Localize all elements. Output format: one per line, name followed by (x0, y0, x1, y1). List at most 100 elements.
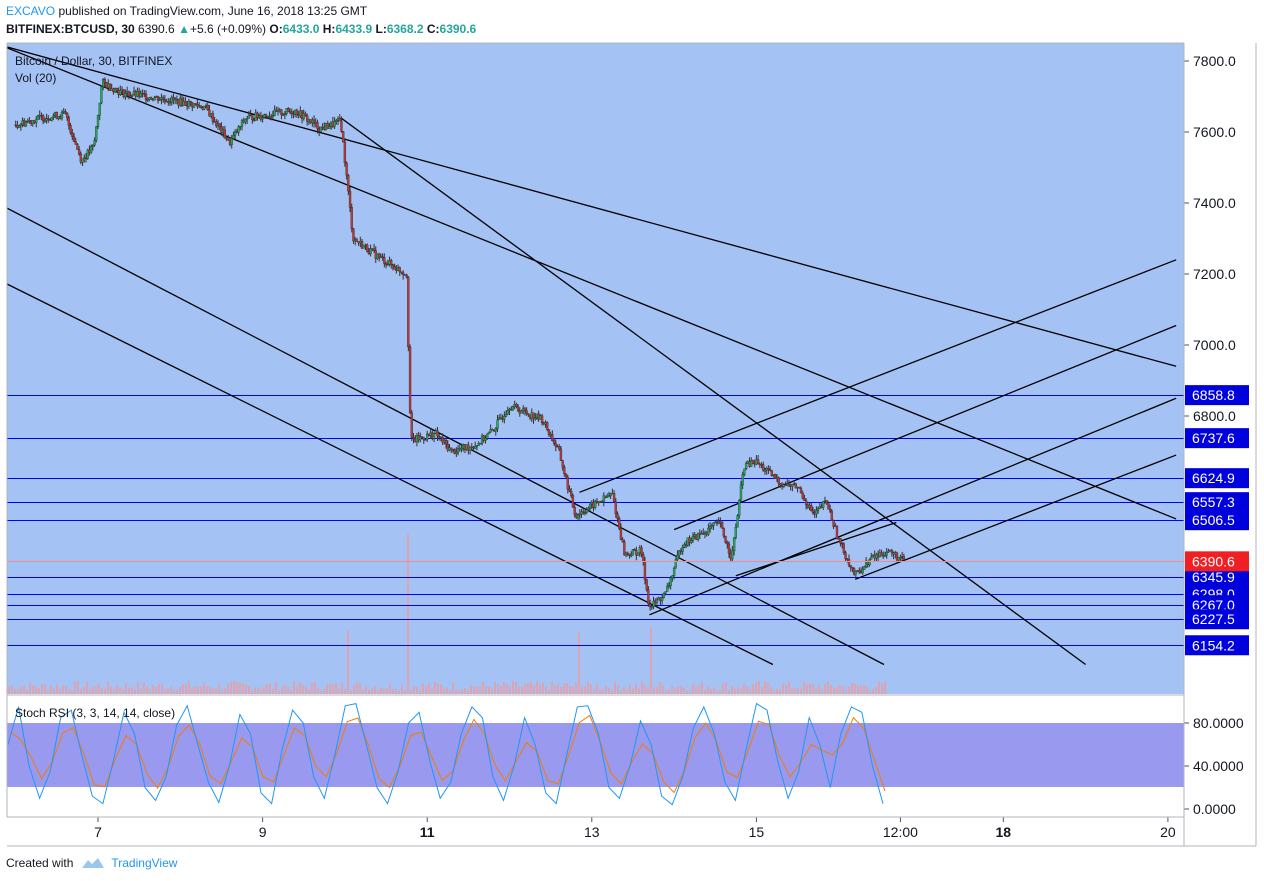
volume-bar (32, 685, 34, 694)
volume-bar (209, 686, 211, 694)
candle-body (424, 439, 427, 441)
trend-line[interactable] (735, 521, 897, 577)
candle-body (143, 93, 146, 95)
candle-body (246, 118, 249, 120)
volume-bar (359, 682, 361, 694)
candle-body (672, 568, 676, 576)
level-label: 6506.5 (1192, 512, 1235, 528)
candle-body (630, 554, 633, 557)
candle-body (547, 429, 551, 435)
candle-body (621, 539, 624, 543)
candle-body (895, 552, 899, 561)
candle-body (19, 124, 22, 127)
candle-body (232, 134, 235, 139)
candle-body (444, 440, 448, 445)
candle-body (827, 502, 830, 510)
trend-line[interactable] (649, 397, 1177, 616)
volume-bar (857, 685, 859, 694)
candle-body (372, 248, 376, 251)
volume-bar (818, 685, 820, 694)
stoch-tick-label: 0.0000 (1193, 801, 1236, 817)
volume-bar (776, 688, 778, 694)
close-value: 6390.6 (439, 22, 477, 36)
candle-body (690, 540, 693, 543)
candle-body (861, 569, 864, 574)
candle-body (119, 90, 122, 95)
trend-line[interactable] (340, 117, 1086, 666)
volume-bar (368, 690, 370, 694)
stoch-tick-label: 40.0000 (1193, 758, 1244, 774)
volume-bar (500, 686, 502, 694)
candle-body (696, 532, 700, 540)
candle-body (124, 93, 127, 98)
author-link[interactable]: EXCAVO (6, 4, 56, 18)
candle-body (887, 551, 890, 553)
volume-bar (122, 689, 124, 694)
candle-body (352, 228, 355, 242)
candle-body (811, 510, 815, 514)
level-label: 6624.9 (1192, 470, 1235, 486)
volume-bar (449, 690, 451, 694)
candle-body (256, 112, 259, 118)
candle-body (168, 101, 172, 104)
candle-body (741, 474, 744, 486)
main-pane-background (7, 43, 1184, 694)
volume-bar (752, 684, 754, 694)
candle-body (366, 244, 369, 252)
volume-bar (473, 686, 475, 694)
level-label: 6557.3 (1192, 494, 1235, 510)
candle-body (36, 115, 40, 120)
candle-body (580, 511, 583, 515)
volume-bar (17, 688, 19, 694)
candle-body (206, 105, 209, 111)
volume-bar (812, 683, 814, 694)
volume-bar (770, 686, 772, 694)
price-tick-label: 7800.0 (1193, 53, 1236, 69)
candle-body (319, 126, 323, 132)
volume-bar (458, 690, 460, 694)
trend-line[interactable] (673, 324, 1177, 531)
candle-body (791, 484, 794, 487)
volume-bar (311, 683, 313, 694)
candle-body (787, 483, 791, 486)
candle-body (647, 589, 650, 605)
time-tick-label: 7 (94, 824, 102, 840)
volume-bar (335, 682, 337, 694)
candle-body (525, 410, 528, 414)
volume-bar (392, 689, 394, 694)
trend-line[interactable] (0, 41, 1177, 367)
volume-bar (443, 688, 445, 694)
candle-body (237, 126, 240, 133)
volume-bar (422, 683, 424, 694)
trend-line[interactable] (579, 259, 1177, 493)
volume-bar (365, 686, 367, 694)
last-price-label: 6390.6 (1192, 553, 1235, 569)
candle-body (386, 264, 389, 266)
trend-line[interactable] (854, 454, 1177, 580)
candle-body (506, 410, 509, 415)
volume-bar (317, 688, 319, 694)
high-label: H: (322, 22, 336, 36)
candle-body (883, 555, 887, 557)
trend-line[interactable] (0, 40, 1177, 520)
trend-line[interactable] (0, 274, 774, 666)
tradingview-link[interactable]: TradingView (111, 856, 178, 870)
candle-body (244, 119, 247, 123)
candle-body (532, 412, 535, 420)
volume-bar (680, 685, 682, 694)
candle-body (426, 433, 429, 440)
candle-body (247, 115, 251, 119)
candle-body (74, 141, 77, 145)
candle-body (441, 437, 444, 443)
volume-bar (773, 690, 775, 694)
volume-bar (44, 684, 46, 694)
candle-body (55, 112, 58, 119)
volume-bar (332, 684, 334, 694)
candle-body (362, 245, 365, 249)
candle-body (234, 131, 237, 136)
volume-bar (254, 687, 256, 694)
candle-body (851, 566, 854, 569)
candle-body (398, 267, 401, 272)
candle-body (664, 591, 667, 594)
